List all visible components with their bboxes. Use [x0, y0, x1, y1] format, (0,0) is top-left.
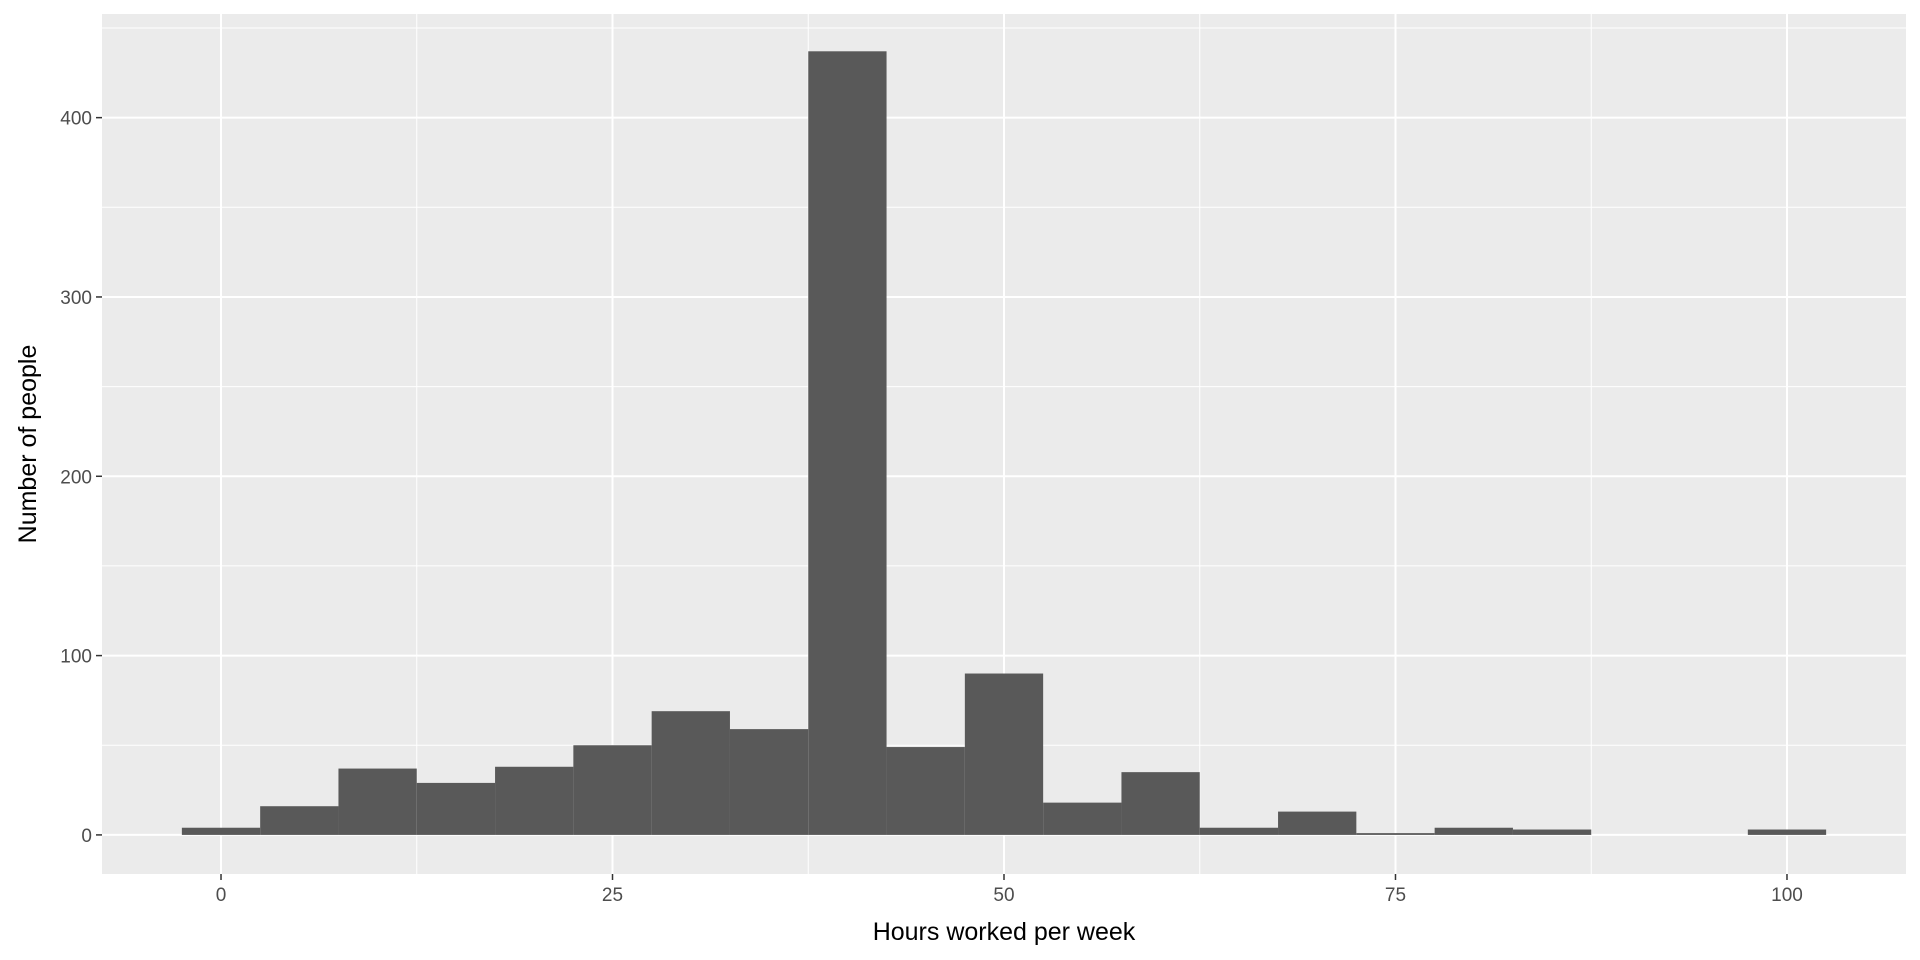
histogram-bar — [886, 747, 965, 835]
histogram-bar — [181, 827, 261, 835]
histogram-bar — [1434, 827, 1513, 835]
y-tick-label: 300 — [60, 288, 92, 309]
x-tick-label: 75 — [1385, 885, 1406, 906]
histogram-bar — [495, 766, 574, 835]
histogram-bar — [1356, 833, 1435, 835]
x-tick-label: 25 — [602, 885, 623, 906]
y-axis: 0 100 200 300 400 — [60, 109, 102, 847]
y-tick-label: 0 — [81, 826, 92, 847]
x-axis: 0 25 50 75 100 — [216, 874, 1803, 906]
histogram-bar — [338, 768, 417, 835]
histogram-bar — [1512, 829, 1592, 835]
histogram-bar — [964, 673, 1044, 835]
y-axis-title: Number of people — [14, 345, 42, 544]
x-tick-label: 50 — [993, 885, 1014, 906]
histogram-bar — [1278, 811, 1357, 835]
histogram-bar — [1199, 827, 1279, 835]
histogram-bar — [1121, 772, 1200, 835]
y-tick-label: 200 — [60, 467, 92, 488]
histogram-bar — [1747, 829, 1827, 835]
histogram-bars — [181, 51, 1827, 835]
histogram-bar — [573, 745, 652, 835]
histogram-bar — [260, 806, 339, 835]
histogram-bar — [1043, 802, 1122, 835]
major-gridlines — [102, 14, 1906, 874]
histogram-bar — [651, 711, 730, 835]
x-tick-label: 100 — [1771, 885, 1803, 906]
x-axis-title: Hours worked per week — [873, 918, 1136, 946]
histogram-bar — [416, 782, 496, 835]
histogram-bar — [808, 51, 887, 835]
x-tick-label: 0 — [216, 885, 227, 906]
y-tick-label: 400 — [60, 109, 92, 130]
histogram-bar — [729, 729, 809, 835]
y-tick-label: 100 — [60, 647, 92, 668]
